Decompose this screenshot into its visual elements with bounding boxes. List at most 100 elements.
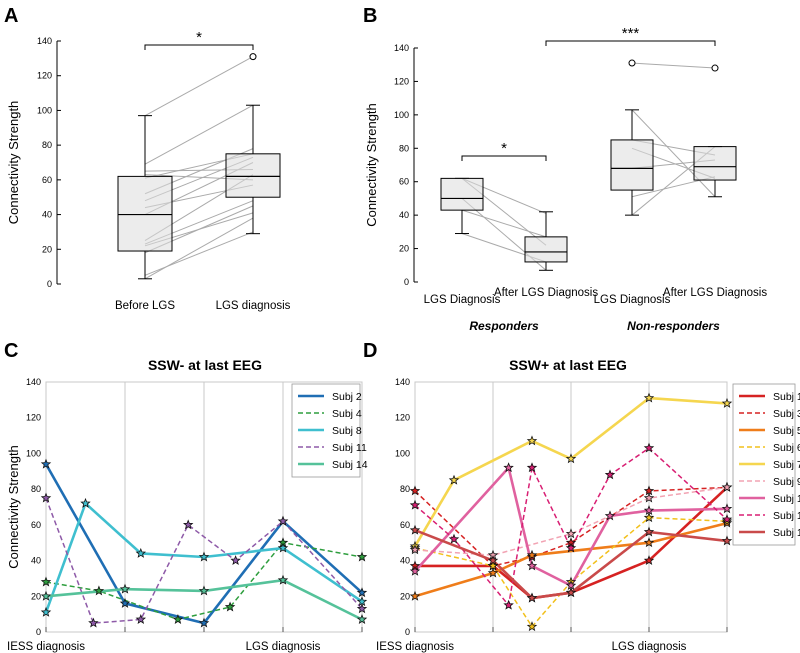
panel-d-data-point-star <box>643 526 655 537</box>
panel-b-y-tick-label: 80 <box>399 143 409 153</box>
panel-a-y-tick-label: 80 <box>42 140 52 150</box>
panel-d-y-tick-label: 40 <box>400 556 410 566</box>
panel-d-data-point-star <box>503 462 514 473</box>
panel-a-box-2-outlier <box>249 53 257 61</box>
panel-c-data-point-star <box>277 515 289 526</box>
panel-c-y-tick-label: 0 <box>36 627 41 637</box>
panel-c-data-point-star <box>182 519 194 530</box>
panel-c-data-point-star <box>135 547 147 558</box>
panel-d-data-point-star <box>526 462 538 473</box>
panel-d-data-point-star <box>643 442 655 453</box>
panel-c-data-point-star <box>119 597 131 608</box>
panel-d-y-tick-label: 140 <box>395 377 410 387</box>
panel-c-data-point-star <box>40 606 52 617</box>
panel-c-data-point-star <box>80 497 91 508</box>
panel-b-box-3-iqr-box <box>610 139 654 191</box>
panel-c: C SSW- at last EEG 0 20 40 60 80 100 120 140 Con… <box>4 340 368 653</box>
panel-d-data-point-star <box>565 542 577 553</box>
panel-d-data-point-star <box>409 524 421 535</box>
panel-d-data-point-star <box>448 533 460 544</box>
panel-b-groups-significance-label: *** <box>622 25 640 42</box>
panel-b-responders-significance-label: * <box>501 140 507 157</box>
panel-d-y-tick-label: 60 <box>400 520 410 530</box>
panel-d-data-point-star <box>487 555 499 566</box>
panel-c-data-point-star <box>40 492 52 503</box>
panel-d-data-point-star <box>409 565 421 576</box>
panel-label-a: A <box>4 5 18 27</box>
panel-a-y-tick-label: 120 <box>37 71 52 81</box>
panel-d-data-point-star <box>643 537 655 548</box>
panel-a-paired-line <box>144 104 254 165</box>
panel-d-data-point-star <box>643 392 655 403</box>
panel-d-data-point-star <box>604 469 616 480</box>
panel-c-y-tick-label: 100 <box>26 448 41 458</box>
panel-d-data-point-star <box>526 560 538 571</box>
panel-c-data-point-star <box>230 555 241 566</box>
panel-c-legend-entry: Subj 8 <box>332 425 362 437</box>
panel-b-x-category-label: LGS Diagnosis <box>424 294 501 306</box>
panel-c-y-tick-label: 120 <box>26 413 41 423</box>
panel-c-data-point-star <box>356 551 368 562</box>
panel-d-y-tick-label: 20 <box>400 591 410 601</box>
panel-a-y-tick-label: 0 <box>47 279 52 289</box>
panel-a-x-category-label: LGS diagnosis <box>216 300 291 312</box>
panel-c-legend-entry: Subj 4 <box>332 408 362 420</box>
panel-a-y-tick-label: 100 <box>37 105 52 115</box>
panel-c-data-point-star <box>198 585 210 596</box>
panel-label-d: D <box>363 340 377 362</box>
panel-d-data-point-star <box>565 453 577 464</box>
panel-label-c: C <box>4 340 18 362</box>
panel-d-legend-entry: Subj 3 <box>773 408 800 420</box>
panel-d-data-point-star <box>643 512 655 523</box>
panel-c-y-tick-label: 60 <box>31 520 41 530</box>
panel-c-data-point-star <box>40 590 52 601</box>
panel-d-data-point-star <box>409 544 421 555</box>
panel-a-bracket <box>144 44 254 50</box>
panel-d-legend-entry: Subj 15 <box>773 527 800 539</box>
panel-a-y-axis-label: Connectivity Strength <box>6 101 21 225</box>
panel-c-data-point-star <box>135 614 147 624</box>
panel-b-paired-line-responders <box>461 209 547 238</box>
panel-c-data-point-star <box>93 585 105 596</box>
panel-a: A 0 20 40 60 80 100 120 140 Connectivity Strengt… <box>4 5 291 312</box>
panel-a-y-tick-label: 20 <box>42 244 52 254</box>
panel-a-paired-line <box>144 56 254 117</box>
panel-c-data-point-star <box>172 614 184 624</box>
panel-d-data-point-star <box>503 599 514 610</box>
panel-c-data-point-star <box>356 614 368 624</box>
panel-d-data-point-star <box>643 555 655 566</box>
panel-d-legend-entry: Subj 6 <box>773 442 800 454</box>
panel-d-series-line-subj-3 <box>414 486 728 567</box>
panel-b-x-category-label-line1: After LGS Diagnosis <box>494 287 598 299</box>
panel-d-data-point-star <box>565 528 577 539</box>
panel-c-legend-entry: Subj 14 <box>332 459 368 471</box>
panel-d-legend-entry: Subj 10 <box>773 493 800 505</box>
panel-d-title: SSW+ at last EEG <box>509 357 627 373</box>
panel-b-box-4-outlier <box>711 64 719 72</box>
panel-b-y-tick-label: 60 <box>399 177 409 187</box>
panel-c-data-point-star <box>277 542 289 553</box>
panel-d-y-tick-label: 0 <box>405 627 410 637</box>
panel-c-data-point-star <box>198 617 210 628</box>
panel-b-groups-bracket <box>545 40 716 46</box>
panel-d-data-point-star <box>565 587 577 598</box>
panel-d-legend-entry: Subj 9 <box>773 476 800 488</box>
panel-d-data-point-star <box>721 397 733 408</box>
panel-a-paired-line <box>144 217 254 280</box>
panel-c-y-tick-label: 80 <box>31 484 41 494</box>
panel-b-y-tick-label: 0 <box>404 277 409 287</box>
panel-b-x-category-label-line1: After LGS Diagnosis <box>663 287 767 299</box>
panel-d-y-tick-label: 80 <box>400 484 410 494</box>
panel-d-series-line-subj-9 <box>414 486 728 556</box>
panel-d-legend-entry: Subj 13 <box>773 510 800 522</box>
panel-c-y-tick-label: 40 <box>31 556 41 566</box>
panel-c-legend-entry: Subj 11 <box>332 442 367 454</box>
panel-c-y-axis-label: Connectivity Strength <box>6 445 21 569</box>
panel-a-box-1-iqr-box <box>117 175 173 252</box>
panel-b-box-4-iqr-box <box>693 146 737 181</box>
panel-label-b: B <box>363 5 377 27</box>
panel-c-series-line-subj-4 <box>45 541 363 621</box>
panel-c-title: SSW- at last EEG <box>148 357 262 373</box>
panel-c-data-point-star <box>277 574 289 585</box>
